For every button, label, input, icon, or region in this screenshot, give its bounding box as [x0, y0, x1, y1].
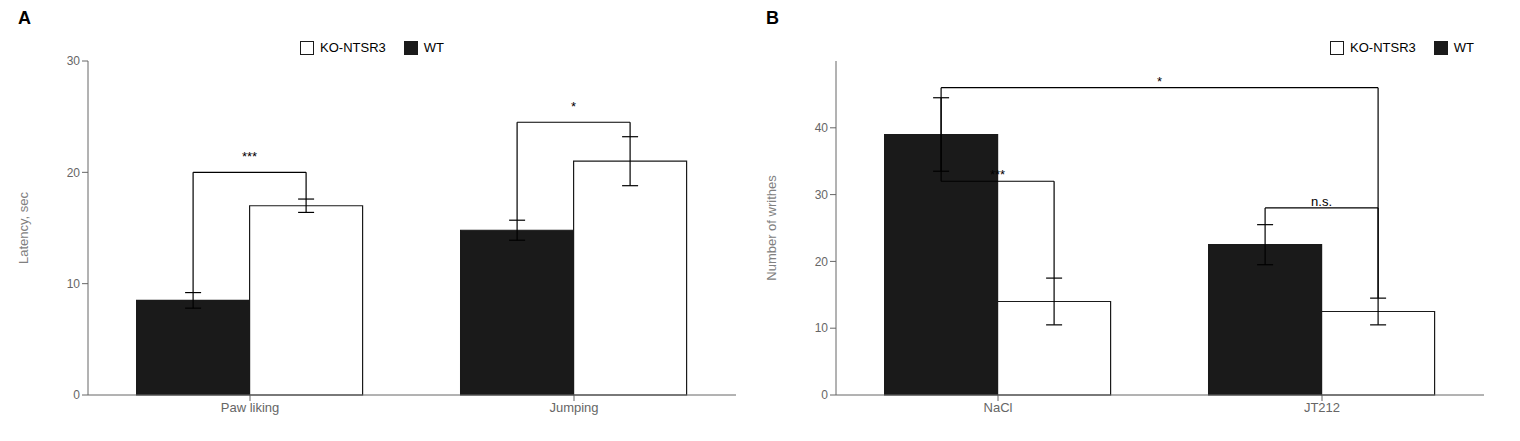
svg-text:30: 30 — [815, 188, 829, 202]
html-text:KO-NTSR3: KO-NTSR3 — [320, 40, 386, 55]
svg-text:10: 10 — [67, 277, 81, 291]
svg-text:40: 40 — [815, 121, 829, 135]
svg-text:0: 0 — [821, 388, 828, 402]
svg-text:Number of writhes: Number of writhes — [764, 175, 779, 281]
svg-text:Jumping: Jumping — [549, 400, 598, 415]
svg-text:*: * — [1157, 74, 1162, 89]
svg-text:Latency, sec: Latency, sec — [16, 191, 31, 264]
svg-text:***: *** — [242, 149, 257, 164]
svg-text:JT212: JT212 — [1304, 400, 1340, 415]
svg-text:NaCl: NaCl — [984, 400, 1013, 415]
html-text:WT: WT — [1453, 40, 1474, 55]
svg-text:***: *** — [990, 167, 1005, 182]
svg-text:n.s.: n.s. — [1311, 194, 1332, 209]
html-text:B: B — [766, 8, 779, 28]
html-text:A: A — [18, 8, 31, 28]
svg-text:Paw liking: Paw liking — [221, 400, 280, 415]
svg-text:20: 20 — [815, 255, 829, 269]
svg-text:20: 20 — [67, 166, 81, 180]
svg-text:10: 10 — [815, 321, 829, 335]
svg-text:0: 0 — [73, 388, 80, 402]
svg-text:30: 30 — [67, 54, 81, 68]
html-text:KO-NTSR3: KO-NTSR3 — [1350, 40, 1416, 55]
svg-text:*: * — [571, 99, 576, 114]
html-text:WT: WT — [423, 40, 444, 55]
